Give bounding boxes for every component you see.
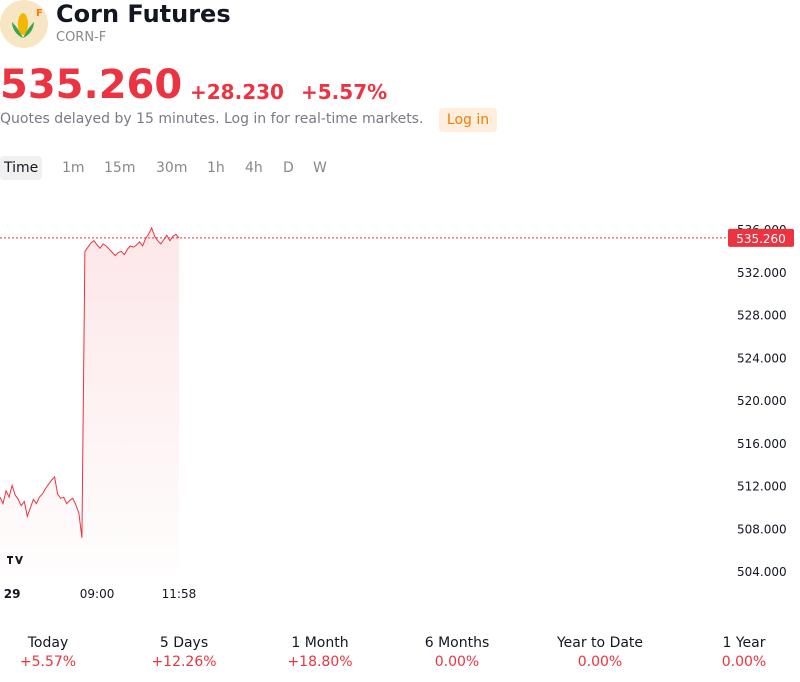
logo-badge: F <box>36 8 43 19</box>
y-tick-label: 516.000 <box>737 437 787 451</box>
last-price-label: 535.260 <box>736 232 786 246</box>
tab[interactable]: 4h <box>245 160 263 176</box>
y-tick-label: 504.000 <box>737 565 787 579</box>
tab[interactable]: W <box>313 160 327 176</box>
symbol: CORN-F <box>56 30 107 45</box>
period-value[interactable]: 0.00% <box>434 654 480 670</box>
logo: F <box>0 0 48 48</box>
y-tick-label: 520.000 <box>737 394 787 408</box>
title: Corn Futures <box>56 0 231 28</box>
x-tick-label: 29 <box>4 587 21 601</box>
login-button[interactable]: Log in <box>439 108 497 132</box>
period-label[interactable]: Year to Date <box>556 635 644 651</box>
tab[interactable]: 15m <box>104 160 136 176</box>
change-percent: +5.57% <box>301 80 388 104</box>
y-tick-label: 508.000 <box>737 522 787 536</box>
chart: 504.000 508.000 512.000 516.000 520.000 524.0… <box>0 223 794 601</box>
tab[interactable]: 30m <box>156 160 188 176</box>
y-tick-label: 528.000 <box>737 309 787 323</box>
tab[interactable]: 1h <box>207 160 225 176</box>
period-value[interactable]: 0.00% <box>721 654 767 670</box>
period-label[interactable]: 1 Year <box>722 635 766 651</box>
x-tick-label: 11:58 <box>162 587 197 601</box>
y-tick-label: 532.000 <box>737 266 787 280</box>
tab[interactable]: Time <box>0 156 43 180</box>
period-label[interactable]: 1 Month <box>291 635 349 651</box>
tab[interactable]: D <box>283 160 294 176</box>
change: +28.230 <box>190 80 284 104</box>
period-value[interactable]: +5.57% <box>19 654 77 670</box>
y-tick-label: 512.000 <box>737 480 787 494</box>
notice: Quotes delayed by 15 minutes. Log in for… <box>0 111 424 127</box>
period-label[interactable]: 5 Days <box>159 635 209 651</box>
period-value[interactable]: 0.00% <box>577 654 623 670</box>
area <box>0 227 179 572</box>
period-label[interactable]: Today <box>27 635 69 651</box>
period-value[interactable]: +12.26% <box>151 654 217 670</box>
period-value[interactable]: +18.80% <box>287 654 353 670</box>
last-price-marker <box>728 228 794 247</box>
price: 535.260 <box>0 62 183 108</box>
tab[interactable]: 1m <box>62 160 85 176</box>
y-tick-label: 524.000 <box>737 351 787 365</box>
x-tick-label: 09:00 <box>80 587 115 601</box>
period-label[interactable]: 6 Months <box>424 635 490 651</box>
line <box>0 226 180 538</box>
